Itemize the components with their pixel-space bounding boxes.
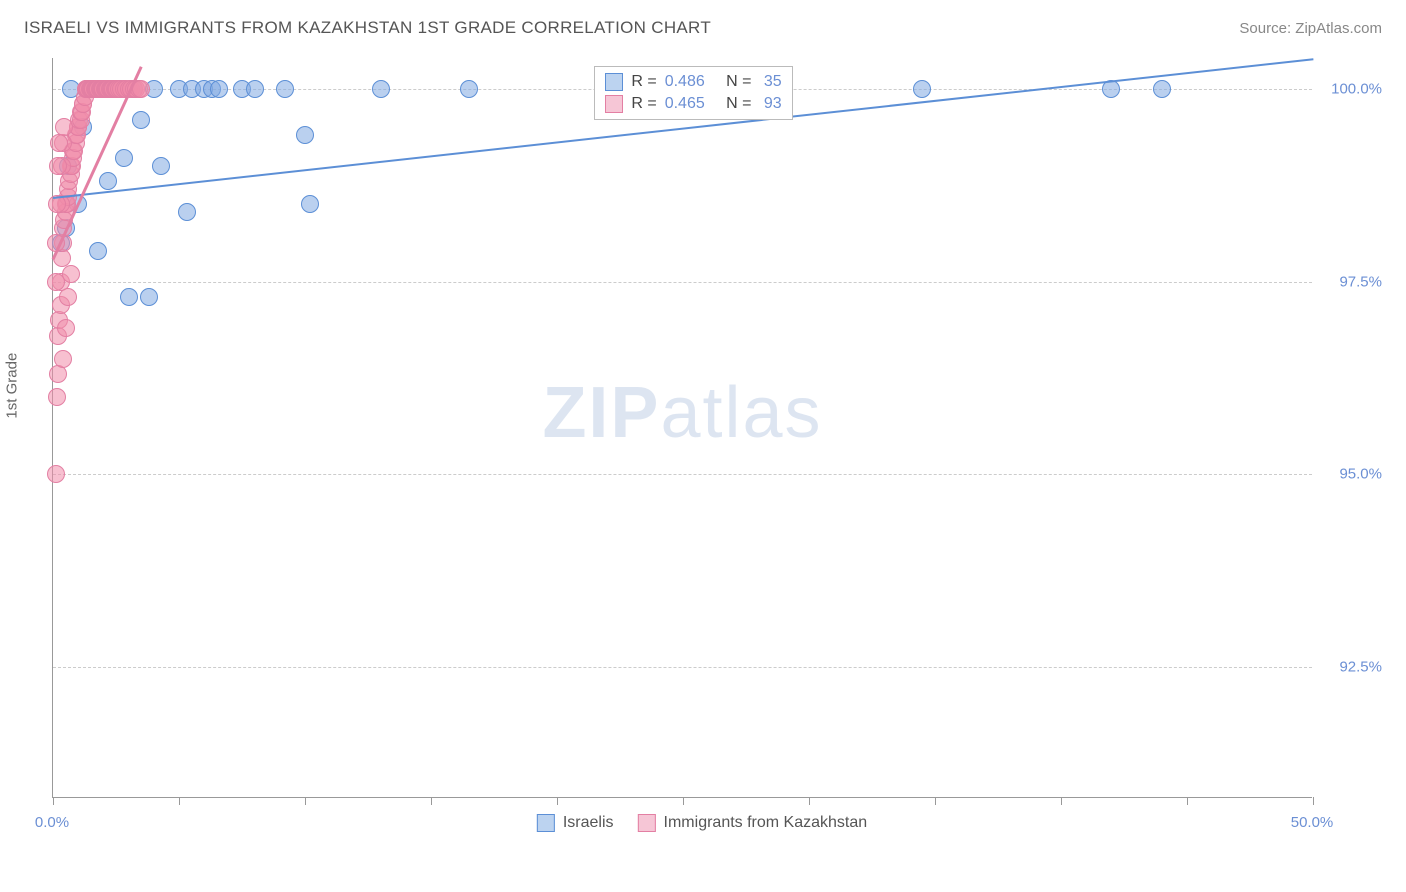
scatter-point bbox=[54, 350, 72, 368]
correlation-legend-row: R = 0.486 N = 35 bbox=[605, 71, 781, 93]
scatter-point bbox=[296, 126, 314, 144]
legend-swatch bbox=[605, 95, 623, 113]
scatter-point bbox=[89, 242, 107, 260]
chart-source: Source: ZipAtlas.com bbox=[1239, 20, 1382, 37]
y-tick-label: 92.5% bbox=[1339, 658, 1382, 675]
scatter-point bbox=[210, 80, 228, 98]
x-tick bbox=[1061, 797, 1062, 805]
legend-label: Immigrants from Kazakhstan bbox=[664, 814, 868, 832]
scatter-point bbox=[115, 149, 133, 167]
bottom-legend: Israelis Immigrants from Kazakhstan bbox=[537, 814, 867, 832]
gridline bbox=[53, 474, 1312, 475]
y-tick-label: 97.5% bbox=[1339, 273, 1382, 290]
scatter-point bbox=[50, 134, 68, 152]
legend-label: Israelis bbox=[563, 814, 614, 832]
scatter-point bbox=[47, 273, 65, 291]
x-tick-label: 0.0% bbox=[35, 814, 69, 831]
correlation-legend: R = 0.486 N = 35R = 0.465 N = 93 bbox=[594, 66, 792, 120]
legend-swatch bbox=[537, 814, 555, 832]
x-tick bbox=[683, 797, 684, 805]
scatter-point bbox=[460, 80, 478, 98]
x-tick bbox=[935, 797, 936, 805]
x-tick bbox=[431, 797, 432, 805]
legend-n-label: N = bbox=[713, 95, 756, 113]
x-tick bbox=[809, 797, 810, 805]
scatter-point bbox=[301, 195, 319, 213]
legend-r-label: R = bbox=[631, 95, 656, 113]
x-tick bbox=[305, 797, 306, 805]
scatter-point bbox=[99, 172, 117, 190]
scatter-point bbox=[372, 80, 390, 98]
source-prefix: Source: bbox=[1239, 20, 1295, 37]
scatter-point bbox=[276, 80, 294, 98]
legend-r-label: R = bbox=[631, 73, 656, 91]
chart-header: ISRAELI VS IMMIGRANTS FROM KAZAKHSTAN 1S… bbox=[0, 0, 1406, 48]
scatter-point bbox=[48, 388, 66, 406]
gridline bbox=[53, 667, 1312, 668]
legend-swatch bbox=[605, 73, 623, 91]
gridline bbox=[53, 282, 1312, 283]
scatter-point bbox=[59, 288, 77, 306]
legend-r-value: 0.486 bbox=[665, 73, 705, 91]
watermark-atlas: atlas bbox=[660, 373, 822, 453]
scatter-point bbox=[49, 157, 67, 175]
scatter-point bbox=[178, 203, 196, 221]
watermark: ZIPatlas bbox=[542, 372, 822, 454]
scatter-point bbox=[120, 288, 138, 306]
x-tick bbox=[1187, 797, 1188, 805]
scatter-point bbox=[1153, 80, 1171, 98]
chart-title: ISRAELI VS IMMIGRANTS FROM KAZAKHSTAN 1S… bbox=[24, 18, 711, 38]
x-tick bbox=[1313, 797, 1314, 805]
plot-area: ZIPatlas 92.5%95.0%97.5%100.0%R = 0.486 … bbox=[52, 58, 1312, 798]
scatter-point bbox=[152, 157, 170, 175]
scatter-point bbox=[57, 319, 75, 337]
legend-n-value: 35 bbox=[764, 73, 782, 91]
source-link[interactable]: ZipAtlas.com bbox=[1295, 20, 1382, 37]
legend-r-value: 0.465 bbox=[665, 95, 705, 113]
y-tick-label: 95.0% bbox=[1339, 466, 1382, 483]
x-tick bbox=[53, 797, 54, 805]
chart-container: 1st Grade ZIPatlas 92.5%95.0%97.5%100.0%… bbox=[22, 48, 1382, 838]
scatter-point bbox=[913, 80, 931, 98]
correlation-legend-row: R = 0.465 N = 93 bbox=[605, 93, 781, 115]
scatter-point bbox=[140, 288, 158, 306]
legend-item: Israelis bbox=[537, 814, 614, 832]
scatter-point bbox=[47, 465, 65, 483]
legend-item: Immigrants from Kazakhstan bbox=[638, 814, 868, 832]
scatter-point bbox=[246, 80, 264, 98]
x-tick bbox=[557, 797, 558, 805]
legend-swatch bbox=[638, 814, 656, 832]
x-tick-label: 50.0% bbox=[1291, 814, 1334, 831]
y-axis-label: 1st Grade bbox=[4, 353, 21, 419]
legend-n-label: N = bbox=[713, 73, 756, 91]
legend-n-value: 93 bbox=[764, 95, 782, 113]
watermark-zip: ZIP bbox=[542, 373, 660, 453]
scatter-point bbox=[49, 365, 67, 383]
x-tick bbox=[179, 797, 180, 805]
scatter-point bbox=[132, 111, 150, 129]
y-tick-label: 100.0% bbox=[1331, 80, 1382, 97]
